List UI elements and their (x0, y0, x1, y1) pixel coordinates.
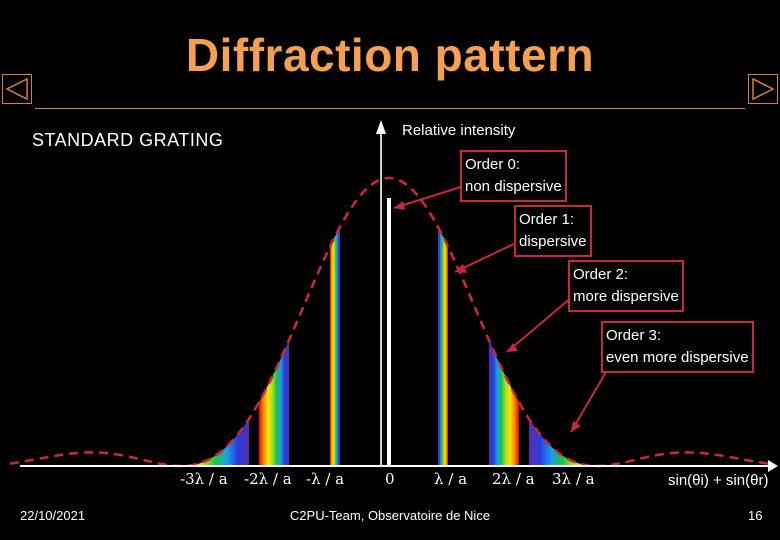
order-1-band-left (330, 226, 340, 466)
tick-minus-1: -λ / a (306, 470, 345, 488)
callout-1-pointer (454, 241, 519, 273)
order-3-band-left (169, 418, 249, 466)
callout-order-0-desc: non dispersive (465, 178, 562, 195)
next-slide-button[interactable] (748, 74, 778, 104)
y-axis-label: Relative intensity (402, 122, 516, 139)
slide-date: 22/10/2021 (20, 508, 86, 523)
callout-3-pointer (570, 371, 607, 433)
callout-2-pointer (506, 296, 573, 353)
callout-order-2-title: Order 2: (573, 266, 629, 283)
title-divider (35, 108, 745, 109)
page-number: 16 (748, 508, 763, 523)
callout-order-3-desc: even more dispersive (606, 349, 749, 366)
order-2-band-left (259, 340, 289, 466)
callout-order-3-title: Order 3: (606, 327, 662, 344)
y-axis-arrow (376, 120, 386, 134)
callout-order-0-title: Order 0: (465, 156, 521, 173)
tick-minus-2: -2λ / a (244, 470, 292, 488)
slide-title: Diffraction pattern (185, 29, 595, 81)
x-axis-label: sin(θi) + sin(θr) (668, 472, 769, 489)
callout-order-2-desc: more dispersive (573, 288, 679, 305)
prev-slide-button[interactable] (2, 74, 32, 104)
order-0-peak (387, 198, 391, 466)
x-axis-arrow (768, 460, 778, 472)
callout-0-pointer (393, 185, 465, 209)
callout-order-0: Order 0: non dispersive (460, 150, 567, 202)
callout-order-1-title: Order 1: (519, 211, 575, 228)
order-1-band-right (438, 226, 448, 466)
intensity-envelope (9, 176, 775, 468)
order-3-band-right (529, 418, 609, 466)
callout-order-1-desc: dispersive (519, 233, 587, 250)
slide-footer: C2PU-Team, Observatoire de Nice (289, 508, 491, 523)
tick-plus-1: λ / a (434, 470, 468, 488)
grating-type-label: STANDARD GRATING (32, 130, 224, 150)
callout-order-1: Order 1: dispersive (514, 205, 592, 257)
triangle-left-icon (5, 77, 28, 101)
callout-order-3: Order 3: even more dispersive (601, 321, 754, 373)
tick-minus-3: -3λ / a (180, 470, 228, 488)
tick-plus-2: 2λ / a (492, 470, 535, 488)
callout-order-2: Order 2: more dispersive (568, 260, 684, 312)
triangle-right-icon (752, 77, 775, 101)
order-2-band-right (489, 340, 519, 466)
tick-zero: 0 (385, 470, 395, 488)
tick-plus-3: 3λ / a (552, 470, 595, 488)
